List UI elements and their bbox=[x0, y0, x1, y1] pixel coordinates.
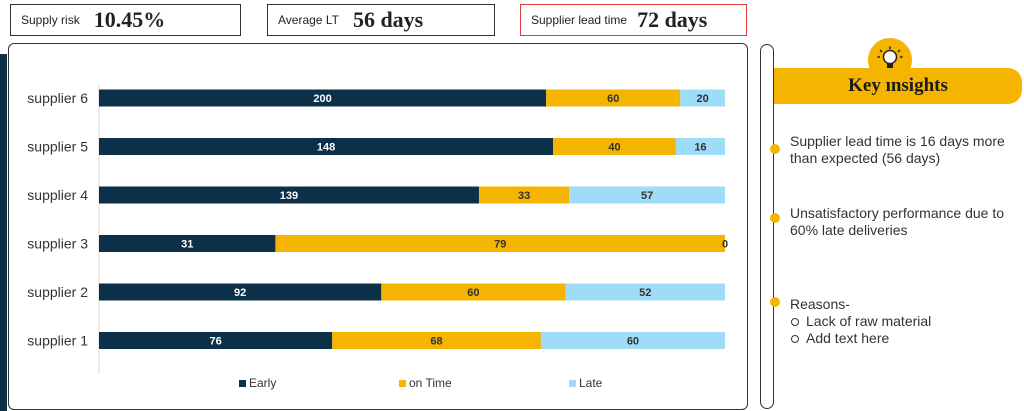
category-label: supplier 3 bbox=[27, 236, 88, 252]
data-label: 57 bbox=[641, 190, 653, 202]
bar-segment bbox=[553, 138, 676, 155]
data-label: 76 bbox=[209, 336, 221, 348]
data-label: 16 bbox=[694, 142, 706, 154]
kpi-label: Average LT bbox=[278, 13, 339, 27]
category-label: supplier 6 bbox=[27, 90, 88, 106]
bar-segment bbox=[478, 186, 570, 204]
data-label: 68 bbox=[430, 336, 442, 348]
data-label: 60 bbox=[607, 93, 619, 105]
bar-segment bbox=[332, 332, 541, 349]
chart-panel: supplier 6 200 60 20 supplier 5 148 40 16 suppli… bbox=[8, 43, 748, 410]
data-label: 60 bbox=[627, 336, 639, 348]
reasons-list: Lack of raw material Add text here bbox=[790, 313, 1015, 347]
insight-bullet-dot bbox=[770, 297, 780, 307]
kpi-label: Supplier lead time bbox=[531, 13, 628, 27]
bar-segment bbox=[540, 332, 725, 349]
data-label: 92 bbox=[234, 287, 246, 299]
legend-swatch bbox=[239, 380, 246, 387]
bar-segment bbox=[275, 235, 725, 252]
kpi-label: Supply risk bbox=[21, 13, 80, 27]
category-label: supplier 5 bbox=[27, 139, 88, 155]
legend-swatch bbox=[569, 380, 576, 387]
bar-segment bbox=[99, 138, 554, 155]
data-label: 31 bbox=[181, 239, 193, 251]
bar-segment bbox=[569, 186, 725, 204]
kpi-value: 72 days bbox=[637, 7, 708, 32]
reasons-title: Reasons- bbox=[790, 296, 850, 312]
data-label: 139 bbox=[280, 190, 298, 202]
kpi-value: 10.45% bbox=[93, 7, 166, 32]
kpi-supplier-lead-time: Supplier lead time 72 days bbox=[520, 4, 747, 36]
data-label: 79 bbox=[494, 239, 506, 251]
data-label: 60 bbox=[467, 287, 479, 299]
insights-title: Key insights bbox=[848, 75, 948, 96]
reason-item: Lack of raw material bbox=[790, 313, 1015, 330]
bar-segment bbox=[99, 235, 276, 252]
bar-segment bbox=[546, 89, 681, 107]
reason-item: Add text here bbox=[790, 330, 1015, 347]
insight-reasons: Reasons- Lack of raw material Add text h… bbox=[790, 296, 1015, 347]
data-label: 200 bbox=[313, 93, 331, 105]
bar-segment bbox=[99, 283, 382, 301]
kpi-average-lt: Average LT 56 days bbox=[267, 4, 495, 36]
bar-segment bbox=[99, 186, 479, 204]
bar-segment bbox=[99, 89, 547, 107]
insights-rail bbox=[760, 44, 774, 409]
left-accent-bar bbox=[0, 54, 7, 411]
data-label: 33 bbox=[518, 190, 530, 202]
kpi-value: 56 days bbox=[352, 7, 424, 32]
data-label: 40 bbox=[608, 142, 620, 154]
bar-segment bbox=[381, 283, 566, 301]
legend-swatch bbox=[399, 380, 406, 387]
bar-segment bbox=[565, 283, 725, 301]
insight-item: Supplier lead time is 16 days more than … bbox=[790, 133, 1005, 166]
kpi-supply-risk: Supply risk 10.45% bbox=[10, 4, 241, 36]
insight-bullet-dot bbox=[770, 144, 780, 154]
data-label: 148 bbox=[317, 142, 335, 154]
legend-label: on Time bbox=[409, 376, 452, 390]
data-label: 52 bbox=[639, 287, 651, 299]
legend-label: Late bbox=[579, 376, 603, 390]
insight-item: Unsatisfactory performance due to 60% la… bbox=[790, 205, 1004, 238]
legend-label: Early bbox=[249, 376, 276, 390]
bar-segment bbox=[680, 89, 725, 107]
data-label: 0 bbox=[722, 239, 728, 251]
bar-segment bbox=[99, 332, 333, 349]
supplier-delivery-chart: supplier 6 200 60 20 supplier 5 148 40 16 suppli… bbox=[27, 84, 728, 390]
category-label: supplier 2 bbox=[27, 284, 88, 300]
category-label: supplier 1 bbox=[27, 333, 88, 349]
insight-bullet-dot bbox=[770, 213, 780, 223]
category-label: supplier 4 bbox=[27, 187, 88, 203]
lightbulb-icon bbox=[868, 38, 912, 82]
data-label: 20 bbox=[697, 93, 709, 105]
bar-segment bbox=[675, 138, 725, 155]
